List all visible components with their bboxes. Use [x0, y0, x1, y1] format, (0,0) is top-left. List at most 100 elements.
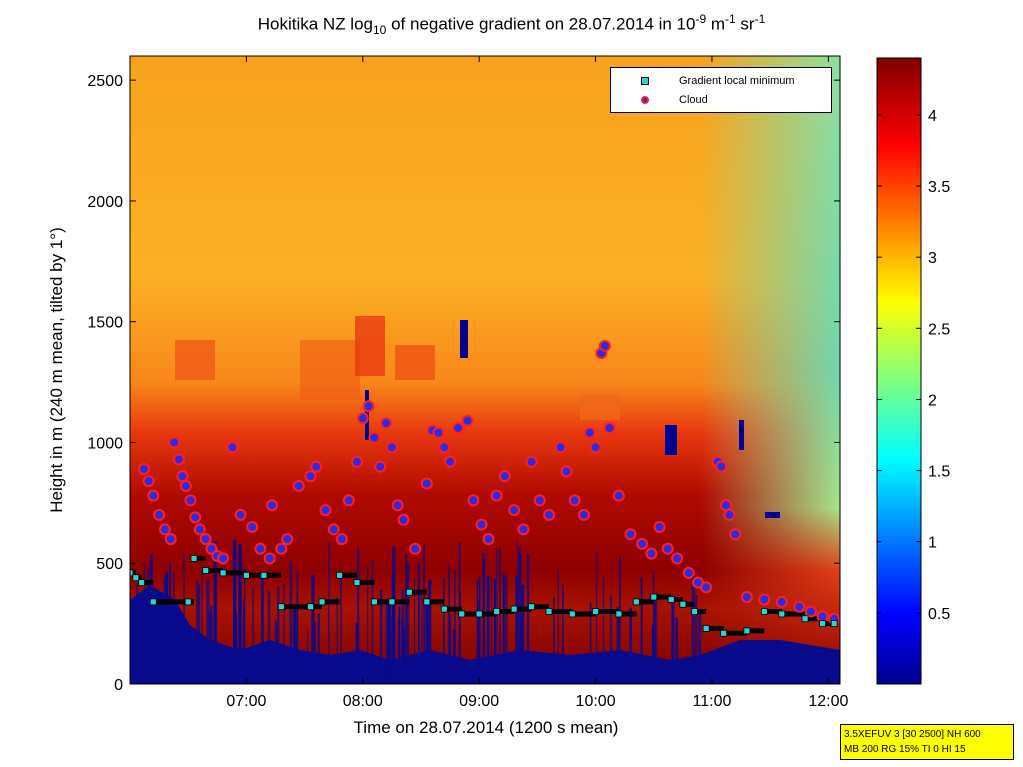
gradient-min-point	[801, 615, 809, 623]
signal-spike	[562, 584, 564, 684]
signal-spike	[490, 574, 493, 684]
parameter-infobox: 3.5XEFUV 3 [30 2500] NH 600 MB 200 RG 15…	[840, 724, 1014, 760]
cloud-point	[682, 566, 695, 579]
signal-spike	[453, 629, 456, 684]
cloud-point	[234, 508, 247, 521]
signal-spike	[198, 584, 201, 684]
cloud-point	[246, 521, 259, 533]
cloud-point	[310, 460, 323, 473]
cloud-point	[740, 591, 753, 604]
colorbar-tick-label: 1.5	[928, 464, 950, 481]
signal-spike	[387, 600, 391, 684]
x-axis-label: Time on 28.07.2014 (1200 s mean)	[353, 718, 619, 737]
signal-spike	[493, 578, 497, 684]
colorbar-tick-label: 2.5	[928, 321, 950, 338]
x-tick-label: 09:00	[459, 693, 499, 710]
signal-spike	[486, 576, 490, 684]
signal-spike	[425, 603, 429, 684]
cloud-point	[391, 499, 404, 512]
signal-spike	[183, 552, 185, 684]
cloud-point	[292, 479, 305, 492]
cloud-point	[438, 441, 451, 454]
signal-spike	[317, 613, 320, 684]
signal-spike	[180, 619, 182, 684]
signal-spike	[165, 571, 168, 684]
gradient-min-point	[423, 598, 431, 606]
signal-spike	[401, 589, 405, 684]
gradient-min-point	[830, 620, 838, 628]
gradient-min-point	[650, 593, 658, 601]
signal-spike	[557, 568, 559, 684]
cloud-point	[153, 508, 166, 521]
y-tick-label: 1000	[87, 435, 123, 452]
signal-spike	[675, 617, 679, 684]
cloud-point	[671, 552, 684, 565]
signal-spike	[147, 567, 150, 684]
cloud-point	[636, 537, 649, 550]
signal-spike	[443, 624, 445, 684]
cloud-point	[775, 595, 788, 608]
gradient-min-point	[458, 610, 466, 618]
signal-spike	[206, 579, 210, 684]
signal-spike	[328, 542, 330, 684]
signal-spike	[618, 556, 621, 684]
signal-spike	[135, 583, 139, 684]
cloud-point	[568, 494, 581, 507]
gradient-min-point	[760, 608, 768, 615]
cloud-point	[517, 523, 530, 536]
signal-spike	[417, 562, 420, 684]
cloud-point	[461, 414, 474, 427]
cloud-point	[350, 455, 363, 468]
cloud-point	[385, 441, 398, 454]
signal-spike	[521, 584, 525, 684]
cloud-point	[176, 470, 189, 483]
signal-spike	[252, 587, 255, 684]
cloud-point	[172, 453, 185, 466]
x-tick-label: 08:00	[343, 693, 383, 710]
signal-spike	[595, 552, 598, 684]
gradient-min-point	[336, 571, 343, 579]
gradient-min-point	[720, 629, 728, 637]
cloud-point	[374, 460, 387, 473]
signal-spike	[143, 562, 145, 684]
legend-square-marker	[641, 77, 649, 85]
signal-spike	[482, 552, 486, 684]
signal-spike	[629, 607, 632, 684]
gradient-min-point	[138, 579, 146, 586]
signal-spike	[697, 611, 702, 684]
cloud-point	[254, 542, 267, 555]
cloud-point	[193, 523, 206, 536]
signal-spike	[478, 576, 481, 684]
cloud-point	[380, 417, 393, 430]
gradient-min-point	[353, 579, 361, 586]
signal-spike	[137, 628, 141, 684]
cloud-point	[179, 479, 192, 492]
gradient-min-point	[702, 625, 710, 632]
cloud-point	[700, 581, 713, 594]
colorbar-tick-label: 3	[928, 250, 937, 267]
gradient-min-point	[130, 569, 134, 577]
colorbar	[876, 57, 922, 685]
gradient-min-point	[132, 574, 140, 582]
cloud-point	[164, 533, 177, 546]
y-tick-label: 2500	[87, 73, 123, 90]
signal-spike	[277, 586, 280, 684]
legend-label-cloud: Cloud	[679, 94, 708, 106]
signal-spike	[150, 553, 153, 684]
cloud-point	[508, 504, 521, 517]
cloud-point	[356, 412, 369, 425]
signal-spike	[168, 563, 172, 684]
gradient-min-point	[318, 598, 326, 606]
signal-spike	[695, 594, 698, 684]
cloud-point	[304, 470, 317, 483]
signal-spike	[233, 540, 237, 684]
gradient-min-point	[632, 598, 640, 606]
gradient-min-point	[679, 600, 687, 608]
gradient-min-point	[743, 627, 751, 635]
signal-spike	[357, 548, 360, 684]
cloud-point	[583, 426, 596, 439]
cloud-point	[804, 605, 817, 618]
cloud-point	[420, 477, 433, 490]
cloud-point	[452, 421, 465, 434]
